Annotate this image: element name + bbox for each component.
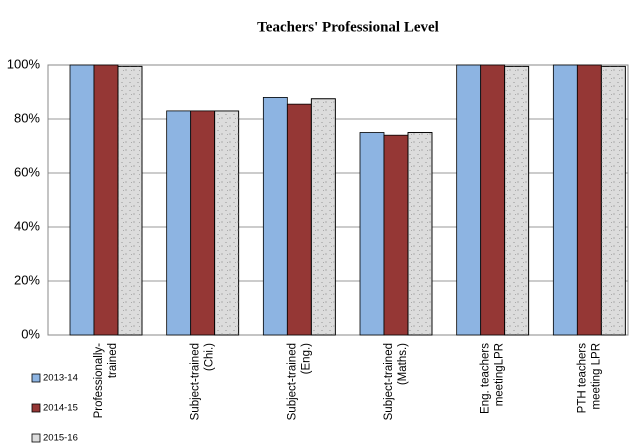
x-tick-label-line: Eng. teachers: [480, 343, 492, 414]
chart-title: Teachers' Professional Level: [257, 19, 439, 35]
legend-swatch: [31, 373, 41, 383]
legend-label: 2013-14: [43, 373, 78, 384]
x-tick-label-line: Subject-trained: [383, 343, 395, 420]
legend-swatch: [31, 433, 41, 443]
y-tick-label: 40%: [14, 218, 40, 233]
legend-label: 2015-16: [43, 433, 78, 444]
bar: [190, 110, 216, 336]
x-tick-label-line: Subject-trained: [190, 343, 202, 420]
x-tick-label-line: Subject-trained: [286, 343, 298, 420]
plot-border: [47, 64, 629, 336]
bar: [286, 103, 312, 336]
y-tick-label: 100%: [7, 56, 41, 71]
x-tick-label: Subject-trained (Eng.): [286, 343, 312, 421]
x-tick-label-line: (Eng.): [300, 343, 312, 374]
x-tick-label: Eng. teachers meetingLPR: [480, 343, 506, 414]
x-tick-label: Subject-trained (Maths.): [383, 343, 409, 421]
x-tick-label-line: trained: [107, 343, 119, 378]
x-tick-label-line: Professionally-: [93, 343, 105, 419]
bar: [166, 110, 192, 336]
x-tick-label-line: (Maths.): [397, 343, 409, 385]
x-tick-label: Professionally-trained: [93, 343, 119, 419]
x-tick-label: PTH teachers meeting LPR: [576, 343, 602, 414]
bar-texture: [310, 98, 336, 336]
bar: [552, 64, 578, 336]
bar: [262, 97, 288, 336]
y-tick-label: 80%: [14, 110, 40, 125]
bar-texture: [117, 65, 143, 336]
bar: [456, 64, 482, 336]
x-tick-label-line: (Chi.): [204, 343, 216, 371]
bar-texture: [504, 65, 530, 336]
y-tick-label: 0%: [21, 326, 40, 341]
legend-swatch: [31, 403, 41, 413]
bar: [383, 134, 409, 336]
y-tick-label: 60%: [14, 164, 40, 179]
x-tick-label-line: meeting LPR: [590, 343, 602, 409]
bar-texture: [214, 110, 240, 336]
legend-label: 2014-15: [43, 403, 78, 414]
y-tick-label: 20%: [14, 272, 40, 287]
x-tick-label-line: meetingLPR: [494, 343, 506, 406]
bar-texture: [407, 132, 433, 336]
bar: [93, 64, 119, 336]
bar: [480, 64, 506, 336]
bar-texture: [600, 65, 626, 336]
x-tick-label-line: PTH teachers: [576, 343, 588, 414]
bar: [359, 132, 385, 336]
bar: [69, 64, 95, 336]
x-tick-label: Subject-trained (Chi.): [190, 343, 216, 421]
bar: [576, 64, 602, 336]
